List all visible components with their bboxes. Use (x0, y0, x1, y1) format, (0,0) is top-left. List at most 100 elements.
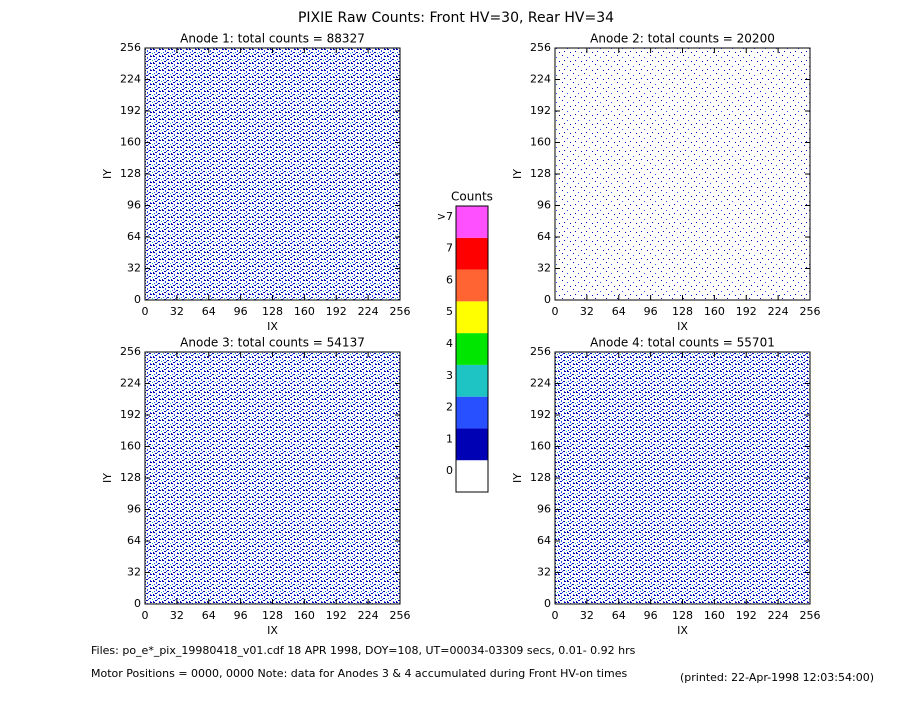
y-tick-label: 64 (537, 230, 551, 243)
colorbar-swatch (456, 237, 488, 270)
colorbar-title: Counts (451, 190, 493, 204)
y-tick-label: 256 (530, 41, 551, 54)
colorbar-swatch (456, 364, 488, 397)
x-tick-label: 256 (390, 305, 411, 318)
colorbar-label: 1 (446, 432, 453, 445)
y-tick-label: 32 (537, 262, 551, 275)
x-tick-label: 128 (262, 609, 283, 622)
x-tick-label: 192 (326, 609, 347, 622)
y-tick-label: 192 (120, 408, 141, 421)
x-tick-label: 256 (800, 609, 821, 622)
x-tick-label: 160 (704, 609, 725, 622)
x-tick-label: 224 (768, 305, 789, 318)
y-tick-label: 224 (120, 377, 141, 390)
colorbar-swatch (456, 333, 488, 365)
x-tick-label: 96 (234, 609, 248, 622)
x-tick-label: 32 (170, 609, 184, 622)
y-tick-label: 128 (120, 167, 141, 180)
y-tick-label: 96 (537, 199, 551, 212)
colorbar-frame (455, 205, 489, 493)
x-tick-label: 64 (612, 609, 626, 622)
x-tick-label: 0 (552, 305, 559, 318)
y-axis-label: IY (101, 473, 114, 483)
y-tick-label: 160 (530, 440, 551, 453)
y-tick-label: 96 (537, 503, 551, 516)
colorbar-label: 6 (446, 273, 453, 286)
x-tick-label: 192 (326, 305, 347, 318)
y-tick-label: 0 (544, 293, 551, 306)
y-tick-label: 64 (537, 534, 551, 547)
x-tick-label: 224 (768, 609, 789, 622)
y-tick-label: 256 (120, 41, 141, 54)
colorbar-swatch (456, 460, 488, 492)
x-tick-label: 64 (202, 609, 216, 622)
panel-title: Anode 1: total counts = 88327 (180, 32, 365, 46)
y-tick-label: 192 (120, 104, 141, 117)
colorbar-label: 0 (446, 464, 453, 477)
footer-note: Motor Positions = 0000, 0000 Note: data … (91, 667, 627, 680)
y-tick-label: 224 (120, 73, 141, 86)
x-tick-label: 160 (294, 609, 315, 622)
x-tick-label: 64 (202, 305, 216, 318)
y-tick-label: 96 (127, 199, 141, 212)
y-tick-label: 160 (120, 136, 141, 149)
y-tick-label: 0 (134, 597, 141, 610)
x-axis-label: IX (677, 320, 688, 333)
y-tick-label: 192 (530, 408, 551, 421)
x-tick-label: 32 (170, 305, 184, 318)
x-tick-label: 64 (612, 305, 626, 318)
y-tick-label: 128 (530, 167, 551, 180)
x-tick-label: 96 (644, 305, 658, 318)
heatmap-image (144, 351, 401, 605)
x-tick-label: 0 (552, 609, 559, 622)
y-tick-label: 224 (530, 377, 551, 390)
x-tick-label: 96 (234, 305, 248, 318)
y-tick-label: 256 (120, 345, 141, 358)
x-tick-label: 192 (736, 609, 757, 622)
x-tick-label: 0 (142, 305, 149, 318)
colorbar-label: 7 (446, 242, 453, 255)
x-tick-label: 128 (672, 305, 693, 318)
colorbar-label: >7 (437, 210, 453, 223)
heatmap-image (144, 47, 401, 301)
y-tick-label: 32 (127, 566, 141, 579)
colorbar-label: 3 (446, 369, 453, 382)
y-tick-label: 32 (537, 566, 551, 579)
y-tick-label: 0 (134, 293, 141, 306)
colorbar-swatch (456, 269, 488, 302)
x-tick-label: 192 (736, 305, 757, 318)
heatmap-image (554, 47, 811, 301)
y-axis-label: IY (511, 169, 524, 179)
x-tick-label: 32 (580, 609, 594, 622)
panel-title: Anode 4: total counts = 55701 (590, 336, 775, 350)
x-tick-label: 224 (358, 305, 379, 318)
colorbar-swatch (456, 301, 488, 334)
footer-printed: (printed: 22-Apr-1998 12:03:54:00) (680, 671, 874, 684)
colorbar-swatch (456, 396, 488, 429)
x-tick-label: 160 (294, 305, 315, 318)
x-tick-label: 256 (390, 609, 411, 622)
y-tick-label: 128 (530, 471, 551, 484)
colorbar-label: 2 (446, 401, 453, 414)
y-tick-label: 32 (127, 262, 141, 275)
y-tick-label: 256 (530, 345, 551, 358)
x-tick-label: 128 (262, 305, 283, 318)
heatmap-image (554, 351, 811, 605)
x-tick-label: 128 (672, 609, 693, 622)
y-tick-label: 64 (127, 534, 141, 547)
y-axis-label: IY (511, 473, 524, 483)
x-tick-label: 0 (142, 609, 149, 622)
x-tick-label: 96 (644, 609, 658, 622)
chart-title: PIXIE Raw Counts: Front HV=30, Rear HV=3… (298, 10, 614, 26)
y-tick-label: 96 (127, 503, 141, 516)
y-tick-label: 192 (530, 104, 551, 117)
y-tick-label: 0 (544, 597, 551, 610)
y-tick-label: 160 (530, 136, 551, 149)
y-tick-label: 128 (120, 471, 141, 484)
x-axis-label: IX (267, 624, 278, 637)
colorbar-swatch (456, 206, 488, 238)
y-axis-label: IY (101, 169, 114, 179)
y-tick-label: 160 (120, 440, 141, 453)
colorbar-label: 5 (446, 305, 453, 318)
x-tick-label: 256 (800, 305, 821, 318)
